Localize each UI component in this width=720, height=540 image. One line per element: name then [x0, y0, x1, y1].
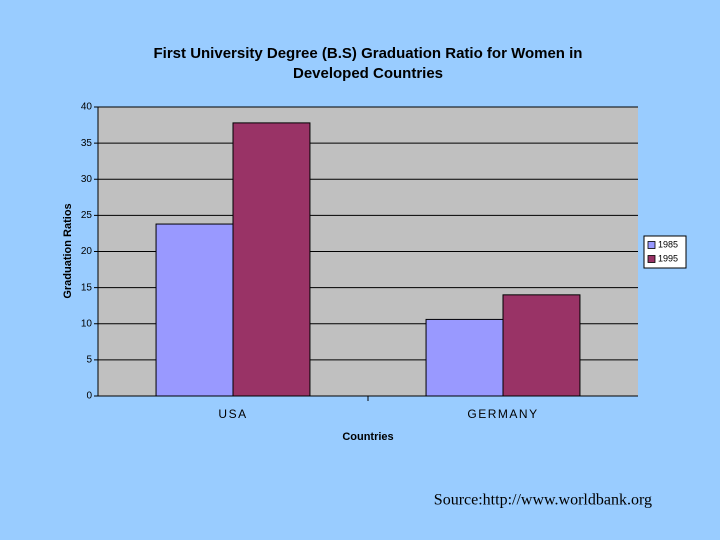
x-axis-label: Countries: [342, 431, 393, 443]
bar: [232, 122, 311, 397]
legend-label: 1995: [658, 253, 678, 263]
source: Source:http://www.worldbank.org: [434, 492, 652, 509]
y-tick-label: 15: [81, 282, 93, 293]
legend-swatch: [647, 241, 656, 249]
bar: [502, 294, 581, 397]
y-tick-label: 35: [81, 138, 93, 149]
legend-swatch: [647, 255, 656, 263]
y-tick-label: 40: [81, 102, 93, 113]
y-tick-label: 20: [81, 246, 93, 257]
chart-title: First University Degree (B.S) Graduation…: [154, 45, 583, 62]
y-tick-label: 30: [81, 174, 93, 185]
y-tick-label: 25: [81, 210, 93, 221]
y-tick-label: 10: [81, 318, 93, 329]
legend-label: 1985: [658, 239, 678, 249]
chart-title: Developed Countries: [293, 65, 443, 82]
x-tick-label: USA: [218, 407, 247, 421]
x-tick-label: GERMANY: [467, 407, 538, 421]
bar: [155, 223, 234, 397]
y-tick-label: 0: [86, 391, 92, 402]
bar: [425, 318, 504, 397]
y-tick-label: 5: [86, 355, 92, 366]
y-axis-label: Graduation Ratios: [62, 203, 74, 298]
